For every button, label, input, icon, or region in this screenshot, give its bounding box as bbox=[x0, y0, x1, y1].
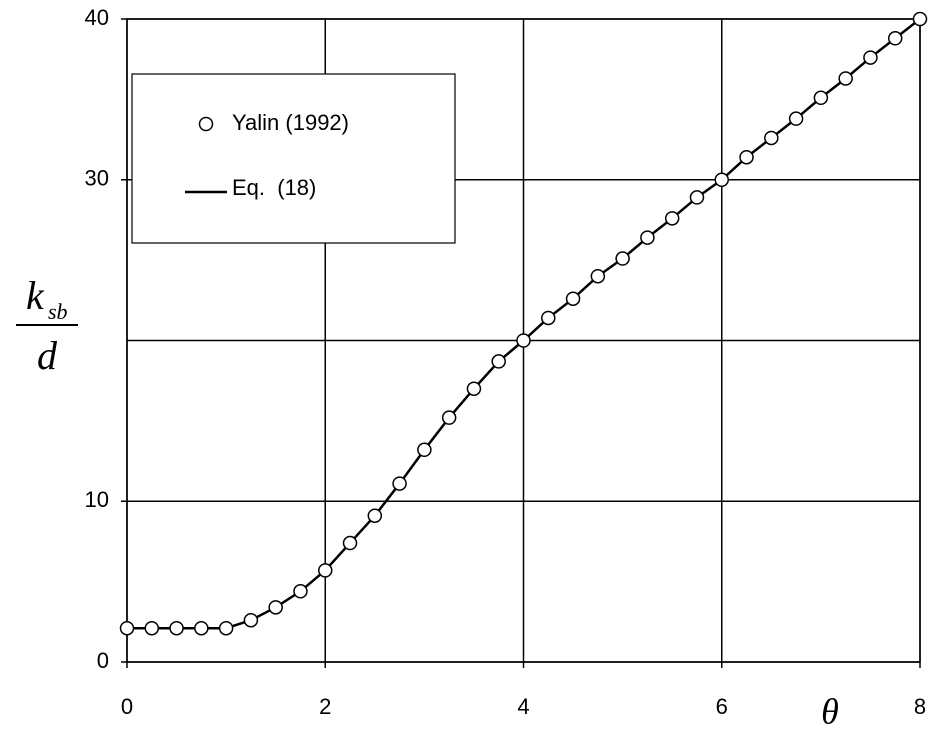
legend-marker bbox=[198, 116, 214, 132]
data-point bbox=[664, 211, 680, 226]
data-point bbox=[788, 111, 804, 126]
data-point bbox=[441, 410, 457, 425]
data-point bbox=[491, 354, 506, 369]
data-point bbox=[342, 535, 358, 551]
data-point bbox=[268, 600, 283, 615]
data-point bbox=[293, 584, 308, 599]
data-point bbox=[714, 172, 729, 187]
data-point bbox=[689, 190, 705, 205]
data-point bbox=[194, 620, 209, 636]
y-tick-label: 40 bbox=[85, 5, 109, 30]
data-point bbox=[119, 620, 135, 636]
data-point bbox=[392, 476, 407, 491]
data-point bbox=[764, 130, 779, 146]
data-point bbox=[169, 620, 184, 636]
data-point bbox=[590, 268, 606, 284]
x-tick-label: 0 bbox=[121, 694, 133, 719]
data-point bbox=[144, 620, 160, 636]
y-label-numerator: k bbox=[26, 273, 45, 318]
data-point bbox=[466, 381, 482, 396]
data-point bbox=[813, 90, 829, 106]
legend-box bbox=[131, 73, 456, 244]
data-point bbox=[615, 251, 630, 266]
x-tick-label: 4 bbox=[517, 694, 529, 719]
y-tick-label: 10 bbox=[85, 487, 109, 512]
legend-label: Yalin (1992) bbox=[232, 110, 349, 135]
data-point bbox=[516, 333, 531, 348]
data-point bbox=[640, 230, 655, 245]
data-point bbox=[318, 563, 333, 578]
x-tick-label: 8 bbox=[914, 694, 926, 719]
y-label-denominator: d bbox=[37, 333, 58, 378]
data-point bbox=[243, 612, 259, 628]
data-point bbox=[739, 149, 754, 165]
data-point bbox=[541, 310, 556, 326]
data-point bbox=[912, 11, 928, 27]
x-tick-label: 2 bbox=[319, 694, 331, 719]
y-label-subscript: sb bbox=[48, 299, 68, 324]
legend-label: Eq. (18) bbox=[232, 175, 316, 200]
y-tick-label: 0 bbox=[97, 648, 109, 673]
data-point bbox=[863, 50, 878, 65]
data-point bbox=[565, 291, 581, 306]
data-point bbox=[417, 442, 432, 458]
data-point bbox=[838, 71, 853, 86]
data-point bbox=[887, 31, 903, 46]
data-point bbox=[367, 508, 383, 523]
x-axis-label: θ bbox=[821, 691, 839, 731]
data-point bbox=[218, 620, 234, 636]
y-tick-label: 30 bbox=[85, 166, 109, 191]
x-tick-label: 6 bbox=[716, 694, 728, 719]
